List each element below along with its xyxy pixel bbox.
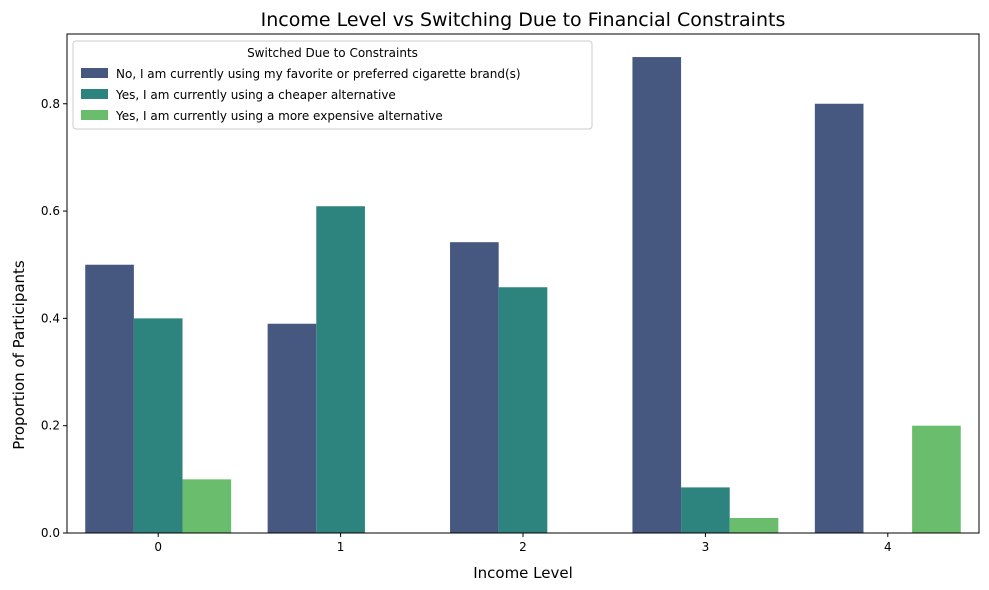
x-tick-label-4: 4	[884, 540, 892, 554]
bar-s2-c3	[729, 517, 779, 533]
bar-s0-c3	[632, 57, 682, 533]
legend-swatch-1	[81, 89, 108, 99]
legend-label-2: Yes, I am currently using a more expensi…	[115, 109, 443, 123]
chart-title: Income Level vs Switching Due to Financi…	[261, 9, 786, 31]
x-tick-label-1: 1	[337, 540, 345, 554]
axes-group: 0.0 0.2 0.4 0.6 0.8 0 1 2 3 4	[41, 33, 980, 554]
y-tick-label-4: 0.8	[41, 97, 60, 111]
bar-s0-c1	[267, 323, 317, 533]
legend: Switched Due to Constraints No, I am curr…	[72, 40, 593, 130]
x-tick-label-3: 3	[702, 540, 710, 554]
bar-s1-c3	[681, 487, 730, 533]
bar-s2-c0	[182, 479, 232, 533]
legend-swatch-0	[81, 68, 108, 78]
y-tick-label-3: 0.6	[41, 204, 60, 218]
x-tick-label-0: 0	[154, 540, 162, 554]
y-tick-label-0: 0.0	[41, 526, 60, 540]
bar-s1-c1	[316, 206, 365, 534]
legend-frame	[72, 40, 593, 130]
y-tick-label-2: 0.4	[41, 311, 60, 325]
bar-s0-c2	[450, 242, 499, 533]
bar-s1-c0	[133, 318, 183, 533]
legend-swatch-2	[81, 110, 108, 120]
bar-s0-c0	[85, 264, 134, 533]
bar-s2-c4	[912, 425, 961, 533]
y-axis-label: Proportion of Participants	[10, 260, 28, 450]
x-tick-label-2: 2	[519, 540, 527, 554]
bar-s0-c4	[814, 103, 864, 533]
y-tick-label-1: 0.2	[41, 419, 60, 433]
bars-group	[85, 57, 961, 534]
legend-title: Switched Due to Constraints	[247, 46, 418, 60]
legend-label-0: No, I am currently using my favorite or …	[116, 67, 521, 81]
legend-label-1: Yes, I am currently using a cheaper alte…	[115, 88, 396, 102]
bar-s1-c2	[498, 287, 548, 533]
x-axis-label: Income Level	[473, 564, 573, 582]
